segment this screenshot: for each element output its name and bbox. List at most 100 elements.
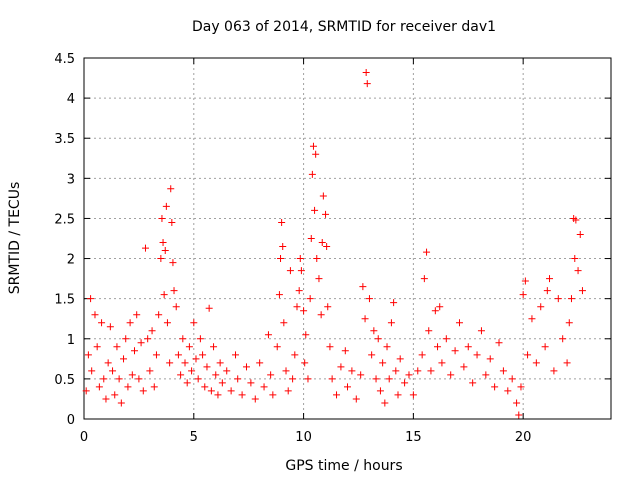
data-point: [199, 351, 207, 359]
data-point: [574, 267, 582, 275]
data-point: [308, 170, 316, 178]
data-point: [578, 287, 586, 295]
data-point: [427, 367, 435, 375]
data-point: [133, 311, 141, 319]
data-point: [541, 343, 549, 351]
data-point: [214, 391, 222, 399]
data-point: [155, 311, 163, 319]
x-tick-label: 15: [405, 430, 422, 445]
data-point: [267, 371, 275, 379]
data-point: [312, 150, 320, 158]
data-point: [572, 216, 580, 224]
data-point: [144, 335, 152, 343]
data-point: [93, 343, 101, 351]
grid-lines: [84, 58, 611, 419]
data-point: [576, 230, 584, 238]
y-tick-label: 3: [67, 172, 75, 187]
data-point: [141, 244, 149, 252]
data-point: [205, 304, 213, 312]
data-point: [104, 359, 112, 367]
data-point: [159, 239, 167, 247]
data-point: [210, 343, 218, 351]
data-point: [363, 80, 371, 88]
y-tick-label: 4: [67, 92, 75, 107]
data-point: [297, 267, 305, 275]
data-point: [352, 395, 360, 403]
y-tick-label: 1: [67, 333, 75, 348]
data-point: [279, 243, 287, 251]
x-tick-label: 5: [190, 430, 198, 445]
y-tick-label: 2.5: [54, 212, 75, 227]
data-point: [137, 339, 145, 347]
data-point: [126, 319, 134, 327]
data-point: [91, 311, 99, 319]
data-point: [150, 383, 158, 391]
data-point: [348, 367, 356, 375]
data-point: [374, 335, 382, 343]
data-point: [295, 287, 303, 295]
data-point: [216, 359, 224, 367]
data-point: [273, 343, 281, 351]
data-point: [177, 371, 185, 379]
data-point: [442, 335, 450, 343]
data-point: [117, 399, 125, 407]
data-point: [152, 351, 160, 359]
data-point: [383, 343, 391, 351]
data-point: [524, 351, 532, 359]
data-point: [317, 311, 325, 319]
data-point: [318, 239, 326, 247]
data-point: [337, 363, 345, 371]
data-point: [543, 287, 551, 295]
data-point: [306, 295, 314, 303]
data-point: [464, 343, 472, 351]
data-point: [571, 255, 579, 263]
data-point: [333, 391, 341, 399]
data-point: [499, 367, 507, 375]
data-point: [260, 383, 268, 391]
data-point: [361, 315, 369, 323]
data-point: [286, 267, 294, 275]
data-point: [163, 319, 171, 327]
data-point: [409, 391, 417, 399]
data-point: [234, 375, 242, 383]
data-point: [469, 379, 477, 387]
data-point: [115, 375, 123, 383]
data-point: [277, 255, 285, 263]
data-point: [218, 379, 226, 387]
data-point: [172, 303, 180, 311]
x-axis-label: GPS time / hours: [285, 458, 402, 474]
data-point: [212, 371, 220, 379]
data-point: [532, 359, 540, 367]
data-point: [227, 387, 235, 395]
data-point: [344, 383, 351, 391]
data-point: [438, 359, 446, 367]
data-point: [174, 351, 182, 359]
data-point: [546, 275, 554, 283]
data-point: [379, 359, 387, 367]
data-point: [550, 367, 558, 375]
data-point: [280, 319, 288, 327]
data-point: [508, 375, 516, 383]
data-point: [162, 202, 170, 210]
data-point: [131, 347, 139, 355]
data-point: [291, 351, 299, 359]
data-point: [394, 391, 402, 399]
data-point: [473, 351, 481, 359]
data-point: [362, 68, 370, 76]
data-point: [341, 347, 349, 355]
data-point: [95, 383, 103, 391]
data-point: [309, 142, 317, 150]
tick-labels: 0 5 10 15 20 0 0.5 1 1.5 2 2.5 3 3.5 4 4.5: [54, 52, 531, 445]
data-point: [158, 214, 166, 222]
data-point: [418, 351, 426, 359]
data-point: [135, 375, 143, 383]
data-point: [517, 383, 525, 391]
data-point: [207, 387, 215, 395]
data-points: [82, 68, 586, 419]
data-point: [357, 371, 365, 379]
axis-ticks: [83, 57, 611, 420]
data-point: [323, 243, 331, 251]
data-point: [181, 359, 189, 367]
data-point: [414, 367, 422, 375]
